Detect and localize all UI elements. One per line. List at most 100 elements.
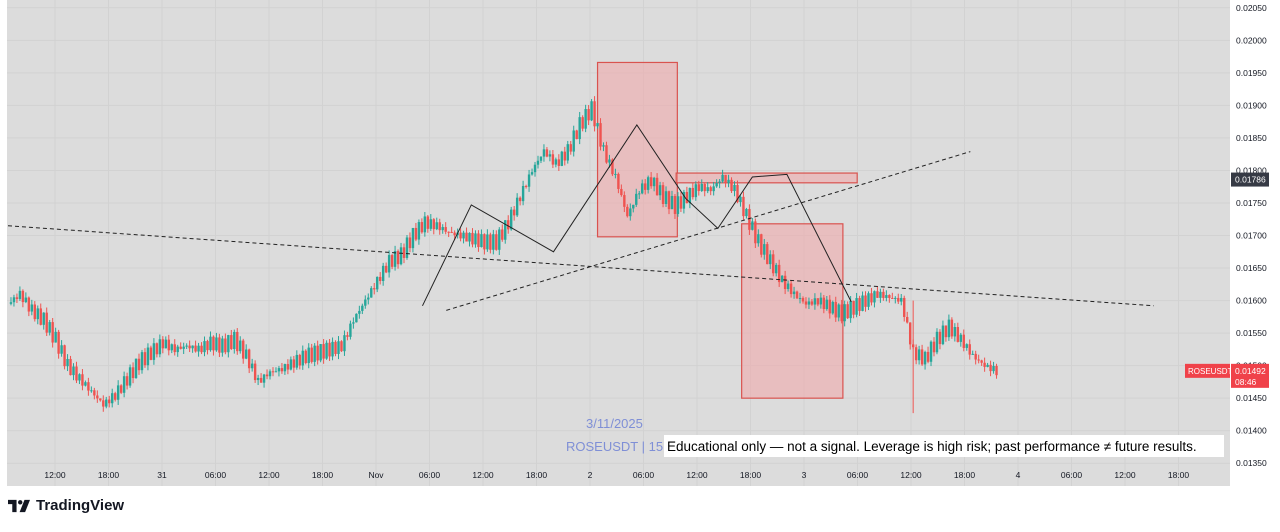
- candle-body: [167, 339, 170, 351]
- candle-body: [831, 301, 834, 314]
- price-axis[interactable]: 0.02050 0.02000 0.01950 0.01900 0.01850 0.018…: [1236, 3, 1267, 468]
- candle-body: [512, 209, 516, 216]
- brand[interactable]: TradingView: [8, 497, 124, 514]
- candle-body: [876, 291, 879, 298]
- candle-body: [641, 183, 644, 194]
- candle-body: [30, 304, 34, 312]
- candle-body: [649, 177, 653, 187]
- candle-body: [105, 399, 108, 407]
- candle-body: [769, 254, 772, 265]
- candle-body: [432, 219, 435, 230]
- candle-body: [75, 366, 78, 381]
- trendlines: [7, 124, 1154, 311]
- candle-body: [242, 340, 245, 359]
- candle-body: [90, 390, 93, 392]
- y-tick-label: 0.01850: [1236, 133, 1267, 143]
- candle-body: [411, 227, 415, 249]
- candle-body: [247, 349, 251, 369]
- candle-body: [903, 297, 906, 317]
- candle-body: [274, 371, 278, 373]
- candle-body: [191, 345, 194, 349]
- candle-body: [265, 374, 269, 377]
- candle-body: [93, 390, 96, 396]
- candle-body: [798, 298, 802, 300]
- candle-body: [155, 343, 159, 355]
- candle-body: [971, 353, 974, 355]
- x-tick-label: 18:00: [954, 470, 976, 480]
- candle-body: [378, 276, 382, 282]
- candle-body: [611, 159, 614, 175]
- last-price-tag: [1231, 363, 1269, 388]
- candle-body: [87, 382, 90, 391]
- candle-body: [453, 232, 456, 236]
- candle-body: [706, 187, 709, 192]
- candle-body: [560, 151, 564, 166]
- candle-body: [626, 206, 629, 217]
- candle-body: [879, 291, 882, 298]
- candle-body: [498, 229, 501, 250]
- candle-body: [757, 234, 760, 244]
- candle-body: [643, 183, 647, 190]
- candle-body: [18, 290, 22, 299]
- candle-body: [149, 347, 153, 360]
- candle-body: [399, 247, 403, 265]
- candle-body: [524, 185, 528, 187]
- candle-body: [465, 232, 468, 242]
- candle-body: [245, 349, 248, 359]
- candle-body: [819, 297, 823, 305]
- candle-body: [623, 195, 626, 207]
- candle-body: [518, 197, 522, 202]
- candle-body: [551, 154, 555, 165]
- candle-body: [108, 399, 111, 404]
- watermark-date: 3/11/2025: [586, 416, 643, 431]
- candle-body: [828, 299, 831, 314]
- x-tick-label: 06:00: [633, 470, 655, 480]
- x-tick-label: Nov: [368, 470, 384, 480]
- candle-body: [804, 301, 808, 305]
- candle-body: [361, 305, 364, 311]
- candle-body: [786, 283, 790, 290]
- candle-body: [423, 216, 427, 233]
- candle-body: [777, 264, 781, 283]
- candle-body: [441, 227, 444, 231]
- candle-body: [429, 219, 433, 229]
- candle-body: [69, 358, 72, 376]
- rising-trendline: [446, 151, 971, 311]
- candle-body: [923, 351, 927, 365]
- candle-body: [563, 151, 566, 161]
- candle-body: [239, 340, 242, 352]
- candle-body: [289, 359, 293, 370]
- candle-body: [608, 159, 611, 163]
- candle-body: [739, 196, 742, 203]
- candle-body: [414, 227, 418, 240]
- candle-body: [230, 335, 233, 350]
- candle-body: [557, 159, 561, 166]
- time-axis[interactable]: 12:00 18:00 31 06:00 12:00 18:00 Nov 06:00 12:00…: [44, 470, 1189, 480]
- candle-body: [700, 184, 703, 191]
- candle-body: [670, 196, 674, 210]
- candle-body: [986, 364, 989, 367]
- candle-body: [224, 338, 227, 353]
- candle-body: [21, 290, 25, 303]
- candle-body: [783, 275, 787, 290]
- candle-body: [39, 308, 42, 325]
- disclaimer-box: [664, 435, 1224, 457]
- x-tick-label: 18:00: [98, 470, 120, 480]
- candle-body: [292, 359, 296, 368]
- candle-body: [766, 244, 769, 265]
- candle-body: [78, 374, 81, 381]
- candle-body: [638, 193, 641, 195]
- candle-body: [834, 301, 837, 318]
- candle-body: [900, 297, 903, 302]
- marker-price-label: 0.01786: [1235, 175, 1266, 185]
- tradingview-logo-icon: [8, 499, 30, 512]
- candle-body: [676, 196, 680, 214]
- candle-body: [792, 291, 796, 295]
- y-tick-label: 0.01950: [1236, 68, 1267, 78]
- candle-body: [27, 297, 31, 312]
- candle-body: [462, 232, 465, 239]
- candle-body: [113, 393, 117, 400]
